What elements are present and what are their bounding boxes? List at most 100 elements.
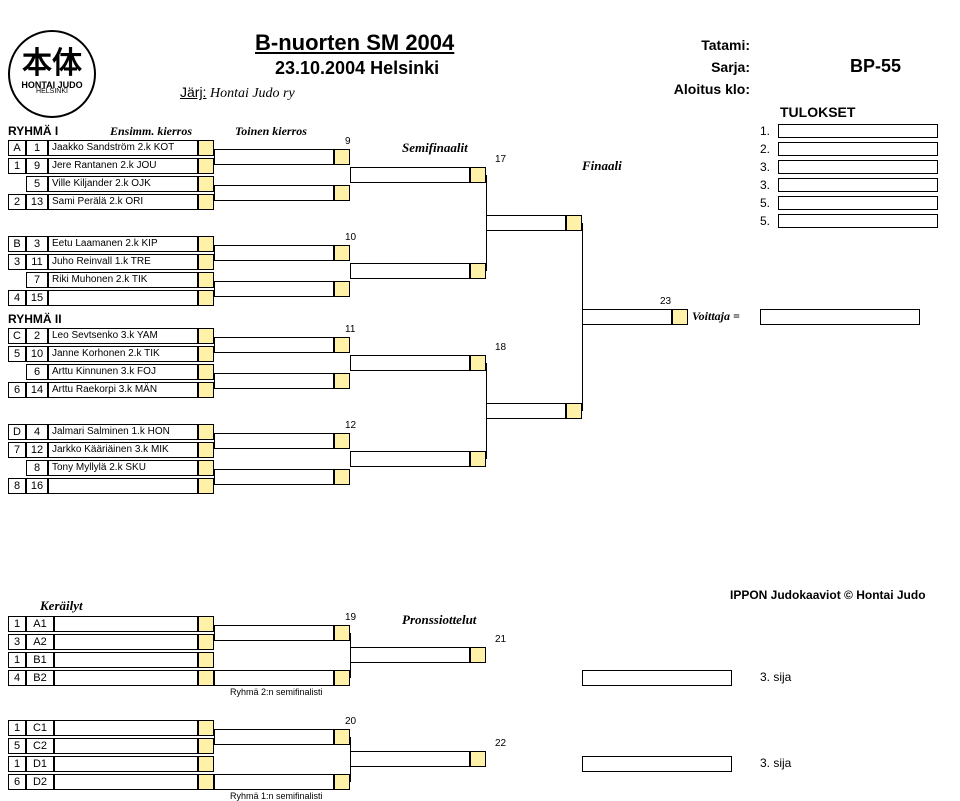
score-box bbox=[198, 272, 214, 288]
cell-name: Eetu Laamanen 2.k KIP bbox=[48, 236, 198, 252]
cell-num: 5 bbox=[26, 176, 48, 192]
organizer-row: Järj: Hontai Judo ry bbox=[180, 84, 295, 102]
cell-name: Jere Rantanen 2.k JOU bbox=[48, 158, 198, 174]
score-box bbox=[470, 451, 486, 467]
winner-box bbox=[214, 774, 334, 790]
score-box bbox=[334, 774, 350, 790]
cell-name bbox=[54, 720, 198, 736]
cell-num: C2 bbox=[26, 738, 54, 754]
match-num-22: 22 bbox=[495, 738, 506, 749]
ryhma2-semi-note: Ryhmä 2:n semifinalisti bbox=[230, 687, 323, 697]
winner-box bbox=[214, 281, 334, 297]
cell-num: 7 bbox=[26, 272, 48, 288]
score-box bbox=[334, 185, 350, 201]
cell-letter: 3 bbox=[8, 254, 26, 270]
match-num-17: 17 bbox=[495, 154, 506, 165]
winner-box bbox=[486, 215, 566, 231]
ryhma2-label: RYHMÄ II bbox=[8, 312, 62, 326]
cell-num: C1 bbox=[26, 720, 54, 736]
score-box bbox=[198, 720, 214, 736]
score-box bbox=[672, 309, 688, 325]
match-num-11: 11 bbox=[345, 324, 355, 335]
cell-name: Ville Kiljander 2.k OJK bbox=[48, 176, 198, 192]
sija-3a: 3. sija bbox=[760, 670, 791, 684]
winner-box bbox=[350, 355, 470, 371]
score-box bbox=[334, 670, 350, 686]
cell-letter: C bbox=[8, 328, 26, 344]
winner-box bbox=[486, 403, 566, 419]
toinen-label: Toinen kierros bbox=[235, 124, 307, 139]
cell-letter: 4 bbox=[8, 670, 26, 686]
score-box bbox=[198, 236, 214, 252]
match-num-12: 12 bbox=[345, 420, 356, 431]
score-box bbox=[198, 442, 214, 458]
score-box bbox=[198, 382, 214, 398]
logo-kanji: 本体 bbox=[10, 38, 94, 82]
cell-num: 12 bbox=[26, 442, 48, 458]
ryhma1-label: RYHMÄ I bbox=[8, 124, 58, 138]
kerailyt-label: Keräilyt bbox=[40, 598, 83, 614]
cell-num: 6 bbox=[26, 364, 48, 380]
winner-box bbox=[350, 647, 470, 663]
bracket-line bbox=[486, 175, 487, 271]
bronze-box bbox=[582, 670, 732, 686]
club-logo: 本体 HONTAI JUDO HELSINKI bbox=[8, 30, 96, 118]
cell-name: Janne Korhonen 2.k TIK bbox=[48, 346, 198, 362]
cell-name bbox=[48, 290, 198, 306]
winner-box bbox=[214, 433, 334, 449]
jarj-value: Hontai Judo ry bbox=[210, 86, 295, 101]
cell-num: D1 bbox=[26, 756, 54, 772]
cell-num: B1 bbox=[26, 652, 54, 668]
cell-name bbox=[54, 634, 198, 650]
cell-name bbox=[54, 756, 198, 772]
winner-box bbox=[214, 185, 334, 201]
cell-name bbox=[54, 774, 198, 790]
cell-name: Juho Reinvall 1.k TRE bbox=[48, 254, 198, 270]
results-header: TULOKSET bbox=[780, 104, 855, 120]
cell-num: 11 bbox=[26, 254, 48, 270]
finaali-label: Finaali bbox=[582, 158, 622, 174]
aloitus-label: Aloitus klo: bbox=[640, 78, 750, 100]
cell-name bbox=[54, 652, 198, 668]
score-box bbox=[470, 167, 486, 183]
winner-box bbox=[214, 625, 334, 641]
score-box bbox=[334, 433, 350, 449]
score-box bbox=[566, 403, 582, 419]
score-box bbox=[334, 373, 350, 389]
score-box bbox=[334, 469, 350, 485]
cell-letter: 3 bbox=[8, 634, 26, 650]
tatami-label: Tatami: bbox=[640, 34, 750, 56]
cell-num: 13 bbox=[26, 194, 48, 210]
event-title: B-nuorten SM 2004 bbox=[255, 30, 454, 56]
ensimm-label: Ensimm. kierros bbox=[110, 124, 192, 139]
cell-name: Tony Myllylä 2.k SKU bbox=[48, 460, 198, 476]
score-box bbox=[198, 364, 214, 380]
event-subtitle: 23.10.2004 Helsinki bbox=[275, 58, 439, 79]
score-box bbox=[198, 290, 214, 306]
score-box bbox=[198, 774, 214, 790]
bracket-line bbox=[486, 363, 487, 459]
cell-name: Jarkko Kääriäinen 3.k MIK bbox=[48, 442, 198, 458]
cell-letter: 1 bbox=[8, 616, 26, 632]
score-box bbox=[334, 281, 350, 297]
cell-num: 2 bbox=[26, 328, 48, 344]
ippon-credit: IPPON Judokaaviot © Hontai Judo bbox=[730, 588, 926, 602]
semifinaalit-label: Semifinaalit bbox=[402, 140, 468, 156]
cell-num: 9 bbox=[26, 158, 48, 174]
result-row-6: 5. bbox=[760, 214, 940, 230]
score-box bbox=[198, 254, 214, 270]
page-root: 本体 HONTAI JUDO HELSINKI B-nuorten SM 200… bbox=[0, 0, 960, 801]
cell-num: 8 bbox=[26, 460, 48, 476]
match-num-10: 10 bbox=[345, 232, 356, 243]
winner-box bbox=[214, 245, 334, 261]
cell-name: Arttu Raekorpi 3.k MÄN bbox=[48, 382, 198, 398]
cell-num: 16 bbox=[26, 478, 48, 494]
result-row-5: 5. bbox=[760, 196, 940, 212]
cell-num: A1 bbox=[26, 616, 54, 632]
cell-letter: 6 bbox=[8, 382, 26, 398]
match-num-23: 23 bbox=[660, 296, 671, 307]
winner-box bbox=[214, 149, 334, 165]
score-box bbox=[198, 328, 214, 344]
cell-letter: 8 bbox=[8, 478, 26, 494]
winner-box bbox=[350, 451, 470, 467]
